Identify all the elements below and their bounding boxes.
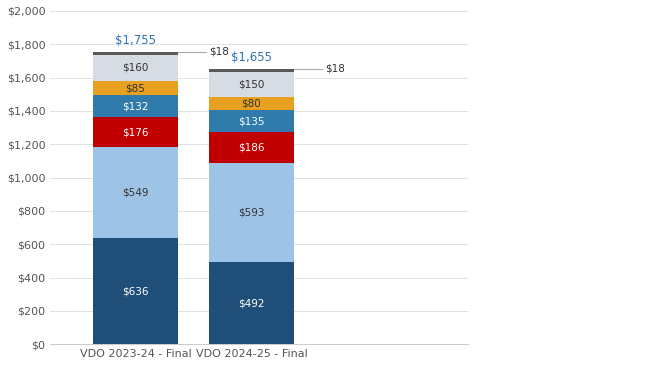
Bar [209,163,294,262]
Bar [209,132,294,163]
Text: $18: $18 [325,64,344,74]
Text: $1,655: $1,655 [231,51,272,64]
Text: $150: $150 [239,79,265,89]
Text: $636: $636 [122,286,149,296]
Text: $132: $132 [122,101,149,111]
Text: $176: $176 [122,127,149,137]
Bar [93,96,178,117]
Bar [209,262,294,344]
Bar [209,72,294,97]
Bar [209,68,294,72]
Bar [93,117,178,147]
Text: $492: $492 [239,298,265,308]
Text: $80: $80 [242,98,261,108]
Text: $593: $593 [239,208,265,218]
Text: $135: $135 [239,116,265,126]
Text: $18: $18 [209,46,229,57]
Bar [93,81,178,96]
Text: $549: $549 [122,187,149,198]
Bar [93,52,178,55]
Text: $1,755: $1,755 [115,34,156,47]
Bar [209,97,294,110]
Bar [93,238,178,344]
Bar [209,110,294,132]
Bar [93,147,178,238]
Text: $85: $85 [125,83,146,93]
Text: $186: $186 [239,143,265,153]
Bar [93,55,178,81]
Text: $160: $160 [122,63,149,73]
